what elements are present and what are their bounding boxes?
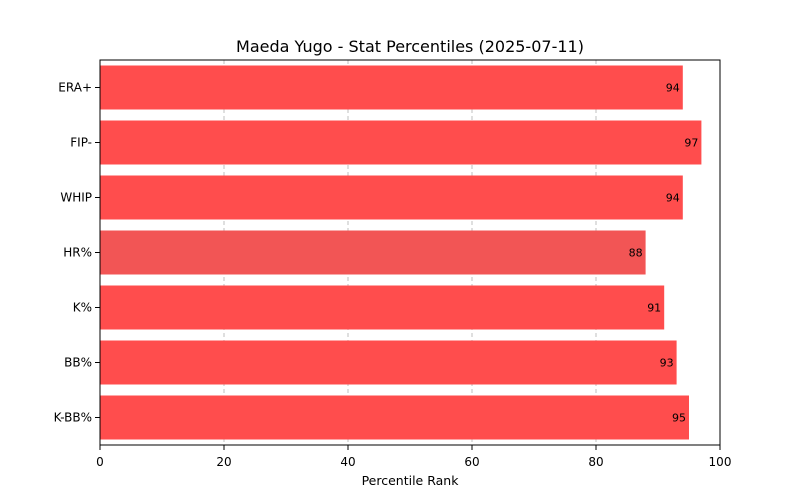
data-label: 88 bbox=[629, 247, 643, 260]
bar-bb- bbox=[100, 340, 677, 385]
y-tick-label: WHIP bbox=[60, 191, 92, 205]
data-label: 93 bbox=[660, 357, 674, 370]
y-tick-label: HR% bbox=[63, 246, 92, 260]
x-tick-label: 60 bbox=[464, 455, 479, 469]
data-labels: 94 97 94 88 91 93 95 bbox=[629, 82, 699, 425]
chart-title: Maeda Yugo - Stat Percentiles (2025-07-1… bbox=[236, 37, 584, 56]
bar-whip bbox=[100, 175, 683, 220]
data-label: 94 bbox=[666, 192, 680, 205]
data-label: 97 bbox=[684, 137, 698, 150]
data-label: 91 bbox=[647, 302, 661, 315]
bar-k-bb- bbox=[100, 395, 689, 440]
y-axis-ticks: ERA+ FIP- WHIP HR% K% BB% K-BB% bbox=[54, 81, 100, 425]
bar-fip- bbox=[100, 120, 702, 165]
data-label: 95 bbox=[672, 412, 686, 425]
bar-hr- bbox=[100, 230, 646, 275]
y-tick-label: K-BB% bbox=[54, 411, 92, 425]
y-tick-label: ERA+ bbox=[58, 81, 92, 95]
x-axis-ticks: 0 20 40 60 80 100 bbox=[96, 445, 731, 469]
x-tick-label: 80 bbox=[588, 455, 603, 469]
y-tick-label: BB% bbox=[64, 356, 92, 370]
bar-k- bbox=[100, 285, 665, 330]
y-tick-label: FIP- bbox=[70, 136, 92, 150]
x-tick-label: 40 bbox=[340, 455, 355, 469]
x-axis-label: Percentile Rank bbox=[362, 473, 460, 488]
x-tick-label: 20 bbox=[216, 455, 231, 469]
y-tick-label: K% bbox=[73, 301, 92, 315]
bar-era- bbox=[100, 65, 683, 110]
x-tick-label: 100 bbox=[709, 455, 732, 469]
x-tick-label: 0 bbox=[96, 455, 104, 469]
data-label: 94 bbox=[666, 82, 680, 95]
bars bbox=[100, 65, 702, 440]
